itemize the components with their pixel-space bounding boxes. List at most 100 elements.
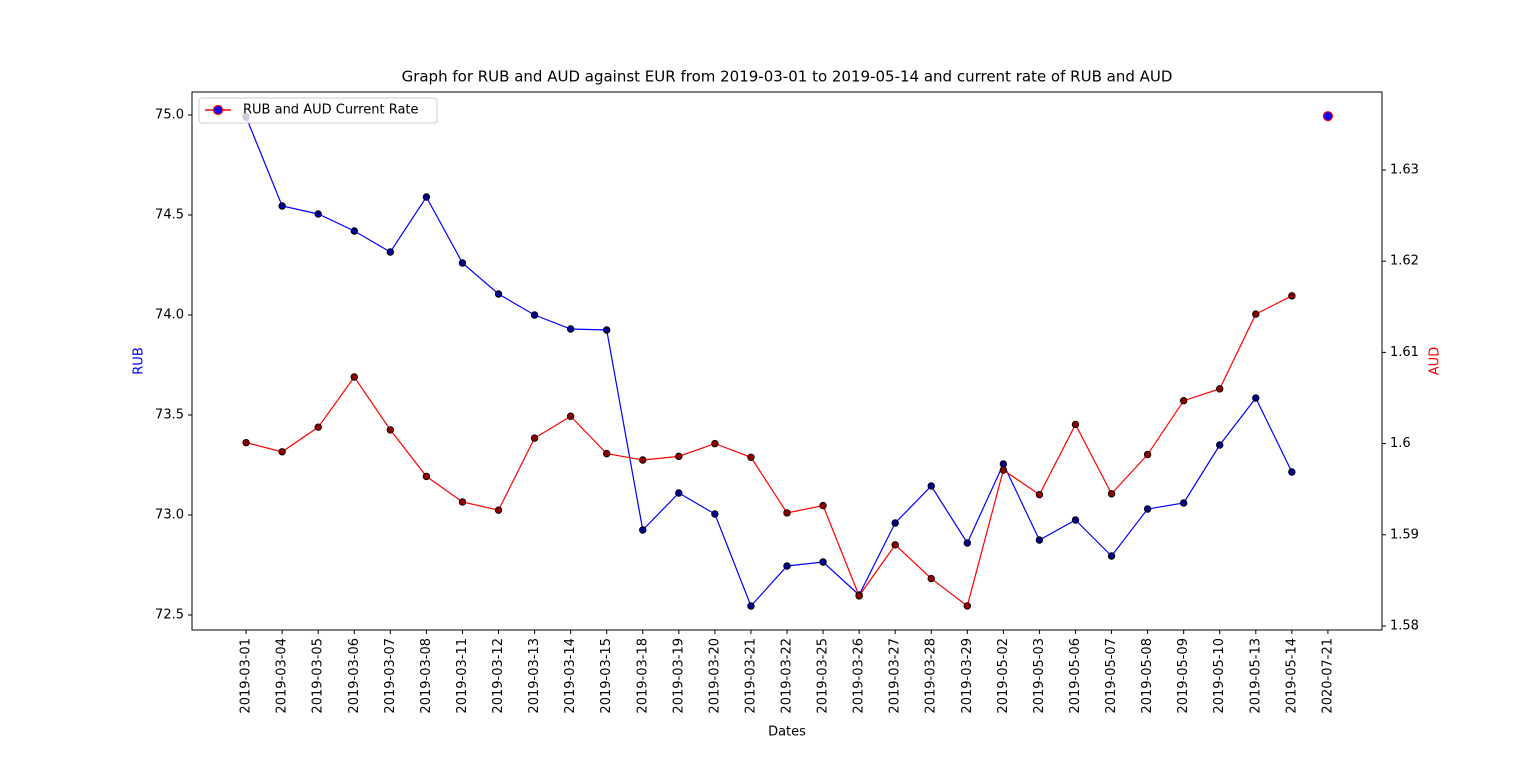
data-point	[855, 592, 863, 600]
data-point	[458, 498, 467, 506]
data-point	[1179, 397, 1188, 405]
chart-title: Graph for RUB and AUD against EUR from 2…	[402, 68, 1173, 86]
series-line	[245, 295, 1293, 607]
data-point	[711, 510, 719, 518]
data-point	[1288, 468, 1296, 476]
data-point	[566, 412, 575, 420]
x-tick-label: 2019-03-11	[455, 638, 470, 714]
x-tick-label: 2019-05-14	[1284, 638, 1299, 714]
y2-tick-label: 1.62	[1390, 254, 1419, 269]
data-point	[1216, 441, 1224, 449]
data-point	[1107, 552, 1116, 560]
data-point	[783, 509, 791, 517]
y-tick-label: 72.5	[155, 608, 184, 623]
data-point	[1035, 490, 1044, 499]
x-tick-label: 2019-05-07	[1104, 638, 1119, 714]
data-point	[747, 602, 755, 610]
data-point	[747, 453, 755, 461]
x-tick-label: 2019-03-14	[563, 638, 578, 714]
data-point	[494, 290, 503, 298]
y-axis-label: RUB	[132, 347, 147, 374]
data-point	[999, 466, 1008, 474]
legend-box	[198, 97, 438, 124]
data-point	[819, 558, 827, 566]
x-tick-label: 2019-03-28	[924, 638, 939, 714]
data-point	[963, 602, 972, 610]
x-tick-label: 2019-03-25	[816, 638, 831, 714]
data-point	[1288, 292, 1296, 300]
data-point	[602, 449, 611, 458]
data-point	[602, 326, 611, 334]
data-point	[314, 210, 322, 218]
data-point	[1143, 505, 1152, 513]
data-point	[675, 489, 683, 497]
data-point	[422, 472, 431, 481]
legend-label: RUB and AUD Current Rate	[243, 103, 419, 118]
x-tick-label: 2019-03-07	[383, 638, 398, 714]
x-tick-label: 2019-03-26	[852, 638, 867, 714]
x-tick-label: 2019-03-29	[960, 638, 975, 714]
y-tick-label: 73.0	[155, 508, 184, 523]
plot-frame	[191, 91, 1383, 631]
data-point	[242, 438, 250, 447]
data-point	[1071, 516, 1080, 524]
y2-tick-label: 1.58	[1390, 618, 1419, 633]
data-point	[999, 460, 1008, 468]
data-point	[819, 501, 827, 510]
data-point	[639, 526, 647, 534]
x-tick-label: 2019-05-03	[1032, 638, 1047, 714]
data-point	[314, 423, 322, 431]
data-point	[350, 373, 358, 381]
x-axis-label: Dates	[768, 725, 806, 740]
x-tick-label: 2019-05-02	[996, 638, 1011, 714]
x-tick-label: 2019-03-15	[599, 638, 614, 714]
x-tick-label: 2020-07-21	[1320, 638, 1335, 714]
y2-tick-label: 1.63	[1390, 162, 1419, 177]
data-point	[278, 202, 286, 210]
data-point	[1035, 536, 1044, 544]
y-tick-label: 73.5	[155, 408, 184, 423]
data-point	[963, 539, 972, 547]
data-point	[1143, 450, 1152, 459]
data-point	[1252, 310, 1260, 318]
data-point	[1107, 490, 1116, 498]
data-point	[458, 259, 467, 267]
x-tick-label: 2019-03-27	[888, 638, 903, 714]
y2-axis-label: AUD	[1428, 347, 1443, 375]
data-point	[278, 448, 286, 456]
data-point	[386, 248, 395, 256]
data-point	[927, 482, 935, 490]
data-point	[711, 439, 719, 448]
data-point	[891, 541, 899, 549]
x-tick-label: 2019-03-18	[635, 638, 650, 714]
x-tick-label: 2019-05-10	[1212, 638, 1227, 714]
data-point	[927, 574, 935, 583]
data-point	[675, 452, 683, 461]
data-point	[494, 506, 503, 514]
data-point	[350, 227, 358, 235]
x-tick-label: 2019-05-08	[1140, 638, 1155, 714]
legend-marker	[212, 104, 224, 116]
data-point	[530, 434, 539, 442]
y2-tick-label: 1.59	[1390, 527, 1419, 542]
series-line	[245, 116, 1293, 608]
y2-tick-label: 1.61	[1390, 345, 1419, 360]
data-point	[1322, 111, 1334, 122]
data-point	[566, 325, 575, 333]
data-point	[386, 426, 395, 434]
y-tick-label: 75.0	[155, 108, 184, 123]
data-point	[891, 519, 899, 527]
data-point	[639, 456, 647, 464]
data-point	[783, 562, 791, 570]
x-tick-label: 2019-03-04	[275, 638, 290, 714]
data-point	[1252, 394, 1260, 402]
x-tick-label: 2019-03-12	[491, 638, 506, 714]
x-tick-label: 2019-03-13	[527, 638, 542, 714]
data-point	[1179, 499, 1188, 507]
x-tick-label: 2019-03-19	[671, 638, 686, 714]
data-point	[1216, 385, 1224, 393]
x-tick-label: 2019-03-22	[780, 638, 795, 714]
x-tick-label: 2019-03-08	[419, 638, 434, 714]
